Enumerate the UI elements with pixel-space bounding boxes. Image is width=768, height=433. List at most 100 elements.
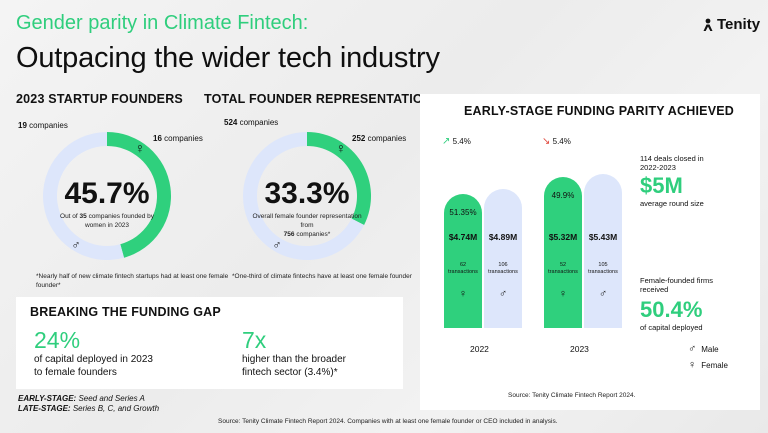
bar-female-2023: [544, 177, 582, 328]
funding-gap-stat1-line2: to female founders: [34, 367, 117, 378]
founders-male-count-value: 19: [18, 121, 27, 130]
female-symbol-icon: ♀: [135, 140, 146, 156]
parity-panel: EARLY-STAGE FUNDING PARITY ACHIEVED ↗ 5.…: [420, 94, 760, 410]
capital-stat: Female-founded firms received 50.4% of c…: [640, 276, 713, 332]
deals-stat-value: $5M: [640, 172, 683, 198]
funding-gap-stat2-line2: fintech sector (3.4%)*: [242, 367, 338, 378]
bar-transactions-label: 62 transactions: [448, 262, 478, 275]
capital-stat-value: 50.4%: [640, 296, 703, 322]
representation-title: TOTAL FOUNDER REPRESENTATION: [204, 92, 433, 106]
deals-stat-caption: average round size: [640, 198, 704, 208]
representation-caption-bold: 756: [283, 230, 295, 238]
trend-2022: ↗ 5.4%: [442, 136, 471, 147]
founders-female-count-value: 16: [153, 134, 162, 143]
parity-source: Source: Tenity Climate Fintech Report 20…: [508, 392, 636, 399]
female-symbol-icon: ♀: [336, 140, 347, 156]
representation-male-count-suffix: companies: [239, 118, 279, 127]
funding-gap-stat1-value: 24%: [34, 327, 81, 353]
tenity-logo: Tenity: [702, 16, 760, 33]
bar-transactions-label: 105 transactions: [588, 262, 618, 275]
bar-amount-label: $5.43M: [588, 232, 618, 242]
founders-footnote: *Nearly half of new climate fintech star…: [36, 273, 229, 290]
bar-amount-label: $4.74M: [448, 232, 478, 242]
representation-donut: [243, 132, 371, 260]
representation-male-count-value: 524: [224, 118, 238, 127]
representation-caption-end: companies*: [294, 230, 331, 238]
bar-male-2022: [484, 189, 522, 328]
year-label: 2022: [470, 344, 489, 354]
male-symbol-icon: ♂: [273, 238, 282, 252]
funding-gap-title: BREAKING THE FUNDING GAP: [30, 305, 221, 319]
founders-percentage: 45.7%: [64, 177, 150, 210]
deals-stat: 114 deals closed in 2022-2023 $5M averag…: [640, 154, 704, 208]
representation-footnote: *One-third of climate fintechs have at l…: [232, 273, 412, 280]
representation-percentage: 33.3%: [264, 177, 350, 210]
funding-gap-panel: BREAKING THE FUNDING GAP 24% of capital …: [16, 297, 403, 389]
female-symbol-icon: ♀: [688, 359, 697, 371]
donut-slice-female: [307, 132, 371, 225]
representation-caption: Overall female founder representation fr…: [252, 213, 362, 239]
founders-female-count: 16 companies: [153, 134, 203, 143]
bar-transactions-label: 52 transactions: [548, 262, 578, 275]
capital-stat-line1: Female-founded firms: [640, 276, 713, 285]
male-symbol-icon: ♂: [688, 343, 697, 355]
funding-gap-stat2-line1: higher than the broader: [242, 354, 346, 365]
deals-stat-line2: 2022-2023: [640, 163, 676, 173]
representation-center: 33.3% Overall female founder representat…: [252, 179, 362, 239]
trend-2023-value: 5.4%: [552, 137, 571, 146]
representation-caption-main: Overall female founder representation fr…: [252, 213, 362, 229]
founders-male-count-suffix: companies: [29, 121, 68, 130]
founders-male-count: 19 companies: [18, 121, 68, 130]
founders-donut-chart: ♀ ♂: [43, 132, 172, 260]
parity-title: EARLY-STAGE FUNDING PARITY ACHIEVED: [464, 104, 734, 118]
funding-gap-stat1-line1: of capital deployed in 2023: [34, 354, 153, 365]
eyebrow-title: Gender parity in Climate Fintech:: [16, 12, 309, 34]
founders-caption-bold: 35: [79, 213, 87, 220]
page-title: Outpacing the wider tech industry: [16, 42, 440, 74]
legend-female: ♀ Female: [688, 359, 728, 371]
early-stage-label: EARLY-STAGE:: [18, 394, 77, 403]
representation-donut-chart: ♀ ♂: [243, 132, 371, 260]
legend-female-label: Female: [701, 360, 728, 370]
male-symbol-icon: ♂: [498, 288, 508, 300]
early-stage-definition: EARLY-STAGE: Seed and Series A: [18, 394, 159, 404]
capital-stat-line2: received: [640, 285, 669, 295]
founders-center: 45.7% Out of 35 companies founded by wom…: [52, 179, 162, 231]
legend-male: ♂ Male: [688, 343, 719, 355]
founders-caption: Out of 35 companies founded by women in …: [52, 213, 162, 231]
representation-female-count-suffix: companies: [367, 134, 407, 143]
bar-transactions-label: 106 transactions: [488, 262, 518, 275]
male-symbol-icon: ♂: [598, 288, 608, 300]
stage-definitions: EARLY-STAGE: Seed and Series A LATE-STAG…: [18, 394, 159, 414]
representation-female-count: 252 companies: [352, 134, 406, 143]
trend-2023: ↘ 5.4%: [542, 136, 571, 147]
bar-amount-label: $5.32M: [548, 232, 578, 242]
donut-slice-female: [107, 132, 172, 258]
founders-female-count-suffix: companies: [164, 134, 203, 143]
donut-slice-male: [43, 132, 125, 260]
representation-male-count: 524 companies: [224, 118, 278, 127]
bar-female-2022: [444, 193, 482, 328]
late-stage-label: LATE-STAGE:: [18, 404, 71, 413]
year-label: 2023: [570, 344, 589, 354]
trend-2022-value: 5.4%: [452, 137, 471, 146]
female-symbol-icon: ♀: [558, 288, 568, 300]
footer-source: Source: Tenity Climate Fintech Report 20…: [218, 418, 558, 425]
funding-gap-stat2-text: higher than the broader fintech sector (…: [242, 353, 346, 379]
funding-gap-stat2-value: 7x: [242, 327, 267, 353]
bar-amount-label: $4.89M: [488, 232, 518, 242]
deals-stat-line1: 114 deals closed in: [640, 154, 704, 163]
founders-donut: [43, 132, 172, 260]
bar-male-2023: [584, 174, 622, 328]
early-stage-text: Seed and Series A: [76, 394, 145, 403]
late-stage-definition: LATE-STAGE: Series B, C, and Growth: [18, 404, 159, 414]
bar-share-label: 51.35%: [449, 207, 477, 217]
founders-caption-rest: companies founded by women in 2023: [84, 213, 154, 229]
late-stage-text: Series B, C, and Growth: [70, 404, 160, 413]
bar-share-label: 49.9%: [551, 191, 575, 201]
founders-caption-prefix: Out of: [60, 213, 80, 220]
capital-stat-caption: of capital deployed: [640, 322, 703, 332]
founders-title: 2023 STARTUP FOUNDERS: [16, 92, 183, 106]
arrow-up-icon: ↗: [442, 136, 451, 147]
funding-gap-stat1-text: of capital deployed in 2023 to female fo…: [34, 353, 153, 379]
